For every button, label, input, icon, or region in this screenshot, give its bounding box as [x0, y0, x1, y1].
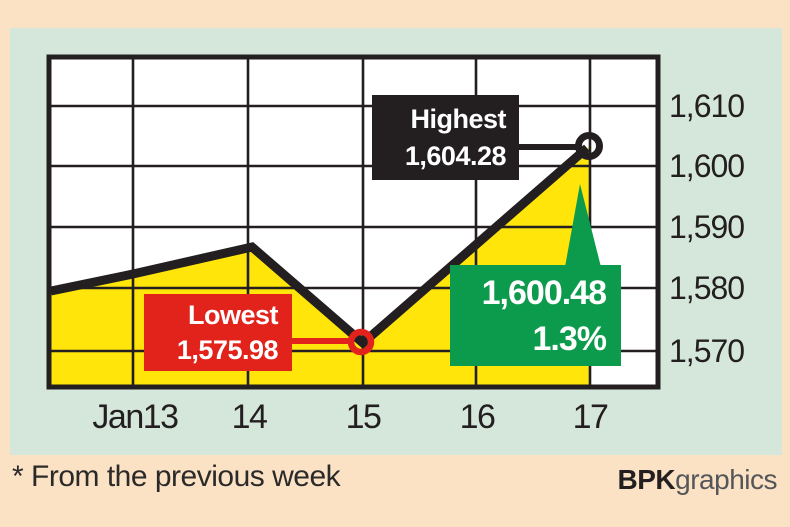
highest-value: 1,604.28	[404, 140, 507, 171]
close-callout: 1,600.48 1.3%	[450, 265, 621, 366]
y-tick-1610: 1,610	[669, 88, 745, 124]
close-value: 1,600.48	[481, 273, 607, 312]
lowest-callout: Lowest 1,575.98	[144, 294, 292, 371]
highest-marker-circle	[575, 132, 603, 160]
footnote: * From the previous week	[12, 460, 341, 493]
highest-label: Highest	[410, 103, 506, 134]
x-tick-15: 15	[345, 398, 382, 436]
price-line	[50, 144, 590, 349]
x-tick-16: 16	[459, 398, 496, 436]
x-tick-jan13: Jan13	[92, 398, 179, 436]
y-tick-1600: 1,600	[669, 148, 745, 184]
credit-bold: BPK	[617, 464, 676, 495]
highest-callout: Highest 1,604.28	[372, 95, 519, 180]
y-tick-1580: 1,580	[669, 270, 745, 306]
y-tick-1590: 1,590	[669, 209, 745, 245]
lowest-label: Lowest	[187, 299, 279, 330]
lowest-value: 1,575.98	[176, 334, 279, 365]
x-tick-14: 14	[231, 398, 268, 436]
close-change-pct: 1.3%	[532, 319, 607, 358]
x-tick-17: 17	[572, 398, 609, 436]
credit-light: graphics	[675, 464, 777, 495]
credit-logo: BPKgraphics	[617, 464, 778, 496]
close-callout-pointer	[565, 184, 601, 267]
plot-border	[46, 54, 661, 390]
y-tick-1570: 1,570	[669, 333, 745, 369]
lowest-marker-circle	[347, 328, 375, 356]
